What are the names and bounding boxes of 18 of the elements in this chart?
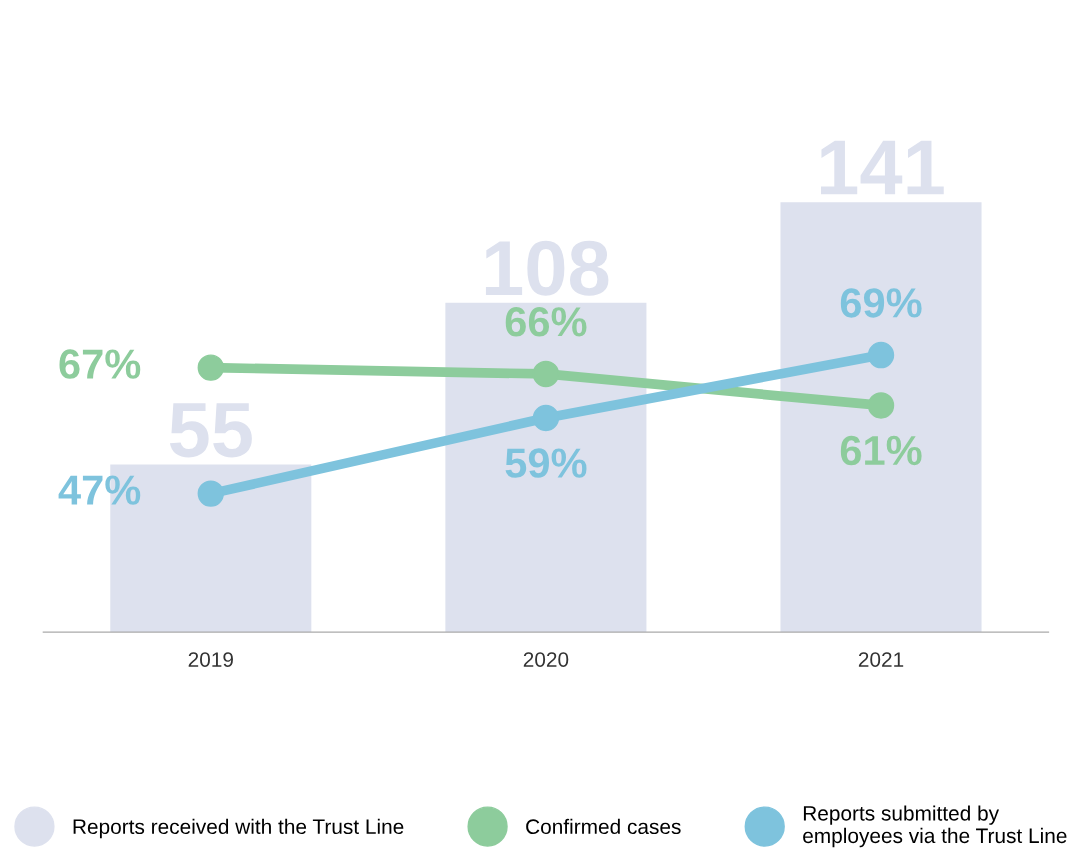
- point: [532, 360, 560, 388]
- legend-label: Reports received with the Trust Line: [73, 818, 404, 839]
- data-label: 47%: [58, 475, 141, 505]
- x-tick-label: 2021: [858, 652, 904, 667]
- legend-label: Confirmed cases: [526, 818, 681, 835]
- point: [532, 404, 560, 432]
- x-tick-label: 2019: [188, 652, 233, 667]
- point: [867, 341, 895, 369]
- data-label: 66%: [505, 307, 587, 337]
- data-label: 61%: [840, 435, 922, 466]
- data-label: 67%: [59, 349, 141, 379]
- data-label: 59%: [505, 448, 587, 478]
- point: [197, 480, 224, 507]
- data-label: 69%: [840, 288, 922, 318]
- point: [867, 392, 895, 419]
- legend-label: Reports submitted by employees via the Trust Line: [803, 805, 1067, 848]
- point: [197, 354, 224, 381]
- x-tick-label: 2020: [523, 652, 569, 667]
